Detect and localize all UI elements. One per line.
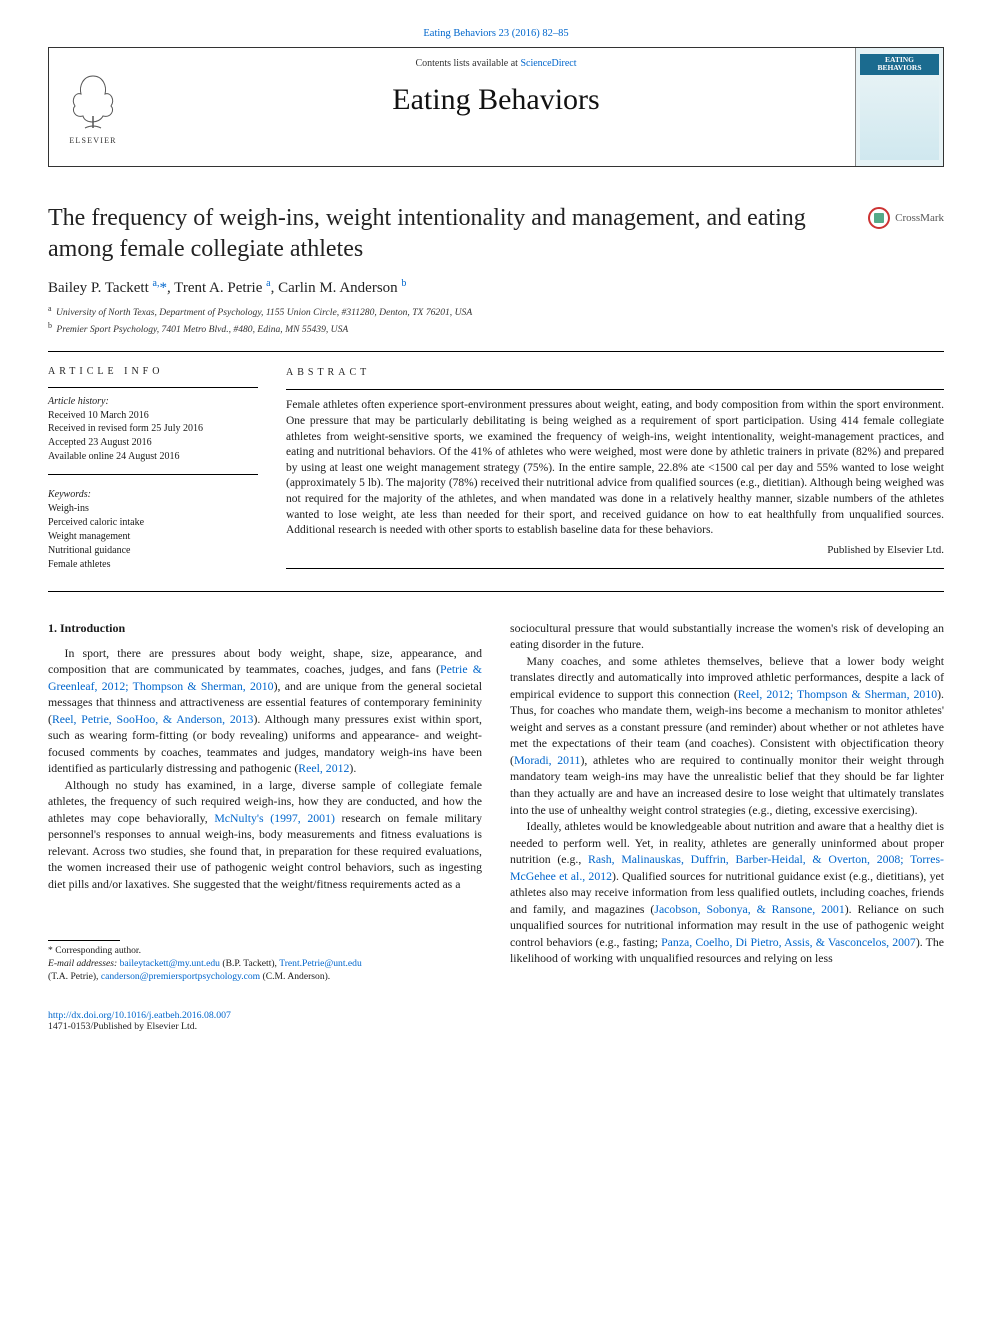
ref-link[interactable]: Reel, 2012; Thompson & Sherman, 2010 xyxy=(738,687,937,701)
intro-p2: Although no study has examined, in a lar… xyxy=(48,777,482,893)
cover-title-band: EATING BEHAVIORS xyxy=(860,54,939,75)
header-center: Contents lists available at ScienceDirec… xyxy=(137,48,855,166)
contents-line: Contents lists available at ScienceDirec… xyxy=(137,58,855,69)
ref-link[interactable]: Panza, Coelho, Di Pietro, Assis, & Vasco… xyxy=(661,935,916,949)
keywords-list: Weigh-insPerceived caloric intakeWeight … xyxy=(48,502,258,572)
journal-name: Eating Behaviors xyxy=(137,83,855,117)
article-title: The frequency of weigh-ins, weight inten… xyxy=(48,203,868,264)
crossmark-label: CrossMark xyxy=(895,212,944,224)
elsevier-logo: ELSEVIER xyxy=(49,48,137,166)
keywords-label: Keywords: xyxy=(48,489,258,500)
history-label: Article history: xyxy=(48,396,258,407)
page-footer: http://dx.doi.org/10.1016/j.eatbeh.2016.… xyxy=(48,1010,944,1032)
abstract-column: abstract Female athletes often experienc… xyxy=(286,366,944,577)
ref-link[interactable]: Reel, 2012 xyxy=(298,761,349,775)
intro-p2-cont: sociocultural pressure that would substa… xyxy=(510,620,944,653)
rule-bottom xyxy=(48,591,944,592)
crossmark-badge[interactable]: CrossMark xyxy=(868,207,944,229)
corr-rule xyxy=(48,940,120,941)
contents-prefix: Contents lists available at xyxy=(415,58,520,69)
citation-line: Eating Behaviors 23 (2016) 82–85 xyxy=(48,28,944,39)
sciencedirect-link[interactable]: ScienceDirect xyxy=(520,58,576,69)
history-list: Received 10 March 2016Received in revise… xyxy=(48,409,258,464)
intro-heading: 1. Introduction xyxy=(48,620,482,637)
elsevier-wordmark: ELSEVIER xyxy=(69,136,116,145)
journal-cover-thumb: EATING BEHAVIORS xyxy=(855,48,943,166)
copyright-line: 1471-0153/Published by Elsevier Ltd. xyxy=(48,1021,197,1032)
published-line: Published by Elsevier Ltd. xyxy=(286,543,944,558)
corr-emails: E-mail addresses: baileytackett@my.unt.e… xyxy=(48,958,482,984)
author-line: Bailey P. Tackett a,*, Trent A. Petrie a… xyxy=(48,278,944,297)
abstract-head: abstract xyxy=(286,366,944,380)
email-link[interactable]: canderson@premiersportpsychology.com xyxy=(101,971,260,982)
email-link[interactable]: Trent.Petrie@unt.edu xyxy=(279,958,362,969)
ref-link[interactable]: Moradi, 2011 xyxy=(514,753,581,767)
citation-link[interactable]: Eating Behaviors 23 (2016) 82–85 xyxy=(423,28,568,39)
intro-p1: In sport, there are pressures about body… xyxy=(48,645,482,777)
email-link[interactable]: baileytackett@my.unt.edu xyxy=(120,958,220,969)
intro-p4: Ideally, athletes would be knowledgeable… xyxy=(510,818,944,967)
corr-star-line: * Corresponding author. xyxy=(48,945,482,958)
corresponding-author-block: * Corresponding author. E-mail addresses… xyxy=(48,940,482,984)
intro-p3: Many coaches, and some athletes themselv… xyxy=(510,653,944,818)
cover-body xyxy=(860,75,939,161)
ref-link[interactable]: Reel, Petrie, SooHoo, & Anderson, 2013 xyxy=(52,712,254,726)
crossmark-icon xyxy=(868,207,890,229)
abstract-text: Female athletes often experience sport-e… xyxy=(286,398,944,539)
article-info-head: article info xyxy=(48,366,258,377)
ref-link[interactable]: McNulty's (1997, 2001) xyxy=(214,811,335,825)
affiliations: a University of North Texas, Department … xyxy=(48,303,944,336)
body-columns: 1. Introduction In sport, there are pres… xyxy=(48,620,944,984)
doi-link[interactable]: http://dx.doi.org/10.1016/j.eatbeh.2016.… xyxy=(48,1010,231,1021)
rule-top xyxy=(48,351,944,352)
journal-header-box: ELSEVIER Contents lists available at Sci… xyxy=(48,47,944,167)
article-info-column: article info Article history: Received 1… xyxy=(48,366,258,577)
elsevier-tree-icon xyxy=(65,70,121,134)
ref-link[interactable]: Jacobson, Sobonya, & Ransone, 2001 xyxy=(654,902,844,916)
